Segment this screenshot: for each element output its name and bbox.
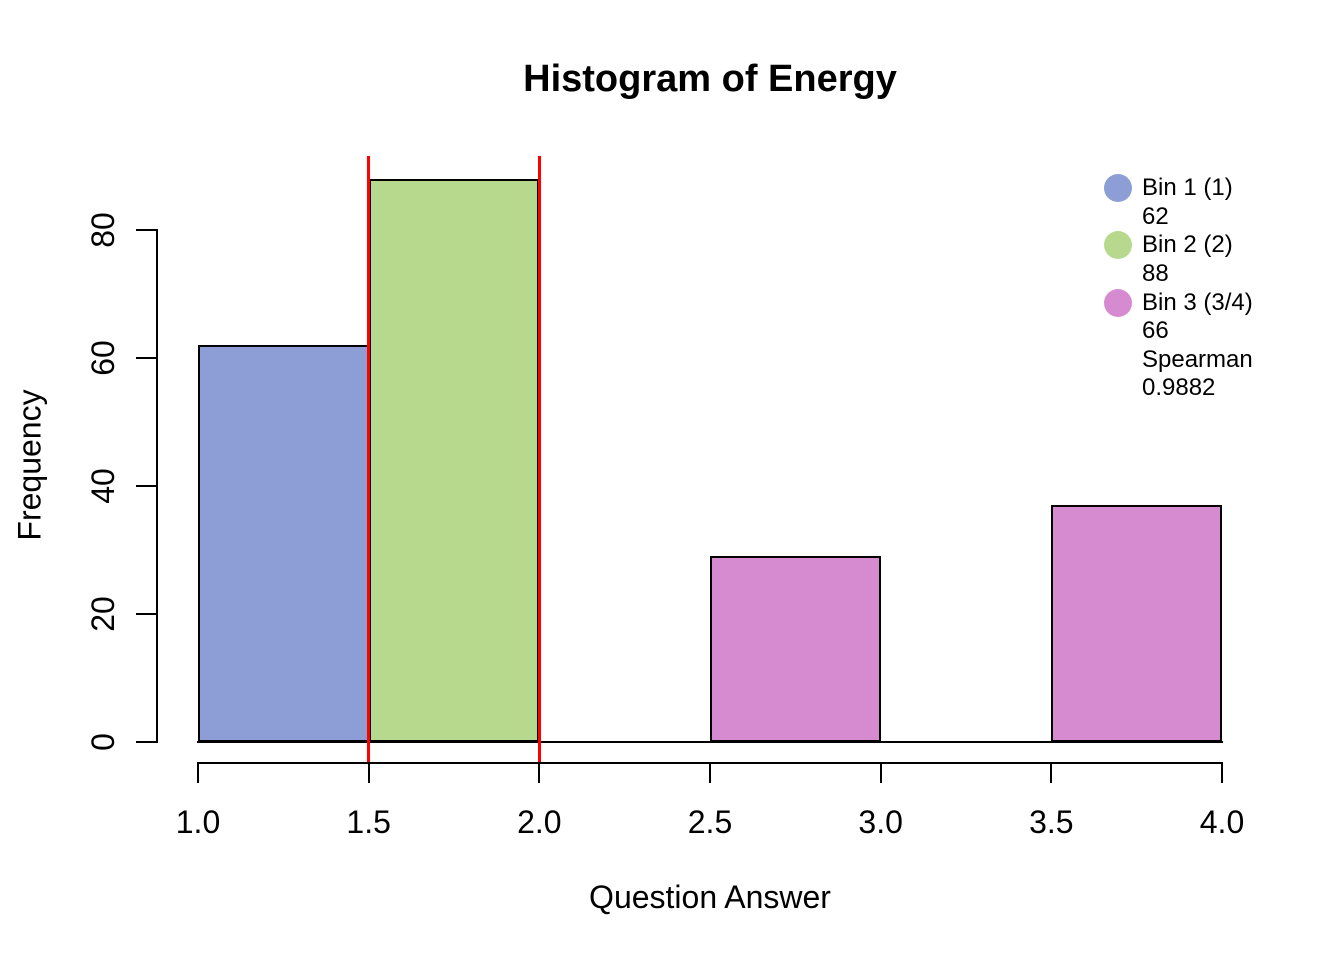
legend-label: Bin 2 (2) [1142,231,1233,259]
y-axis-line [156,229,158,743]
legend-row: Bin 1 (1) [1104,174,1253,203]
x-tick-label: 1.0 [175,804,221,840]
legend-value: Spearman [1142,345,1253,373]
x-axis-tick [879,763,882,783]
marker-line [367,156,371,763]
marker-line [537,156,541,763]
x-tick-label: 2.5 [687,804,733,840]
y-tick-label: 40 [85,468,121,504]
legend-row: Bin 2 (2) [1104,231,1253,260]
x-tick-label: 4.0 [1199,804,1245,840]
y-axis-tick [136,357,156,359]
legend-value: 66 [1142,317,1169,345]
histogram-bar [1051,505,1222,742]
y-axis-tick [136,229,156,231]
x-axis-tick [538,763,541,783]
histogram-bar [198,345,369,742]
x-tick-label: 3.5 [1029,804,1074,840]
y-axis-label: Frequency [11,389,48,541]
y-axis-tick [136,613,156,615]
x-tick-label: 2.0 [517,804,562,840]
legend-marker-icon [1104,231,1132,260]
x-axis-tick [1221,763,1223,783]
y-axis-tick [136,485,156,487]
y-tick-label: 60 [85,340,121,376]
legend-row: Bin 3 (3/4) [1104,288,1253,317]
y-tick-label: 20 [85,596,121,632]
y-tick-label: 0 [85,733,121,751]
histogram-bar [368,178,540,742]
x-axis-label: Question Answer [589,879,831,915]
x-axis-tick [367,763,370,783]
x-axis-tick [1050,763,1053,783]
y-tick-label: 80 [85,212,121,248]
chart-title: Histogram of Energy [523,58,897,100]
legend-value: 88 [1142,260,1169,288]
x-tick-label: 3.0 [858,804,903,840]
histogram-bar [710,556,881,742]
y-axis-tick [136,741,156,743]
x-axis-tick [197,763,199,783]
legend-marker-icon [1104,288,1132,317]
x-axis-tick [709,763,711,783]
legend-label: Bin 1 (1) [1142,174,1233,202]
legend-value: 0.9882 [1142,374,1216,402]
legend-marker-icon [1104,174,1132,203]
x-tick-label: 1.5 [346,804,391,840]
zero-baseline [197,741,1223,743]
legend: Bin 1 (1) 62 Bin 2 (2) 88 Bin 3 (3/4) 66 Spear… [1104,174,1253,403]
legend-label: Bin 3 (3/4) [1142,288,1253,316]
legend-value: 62 [1142,202,1169,230]
